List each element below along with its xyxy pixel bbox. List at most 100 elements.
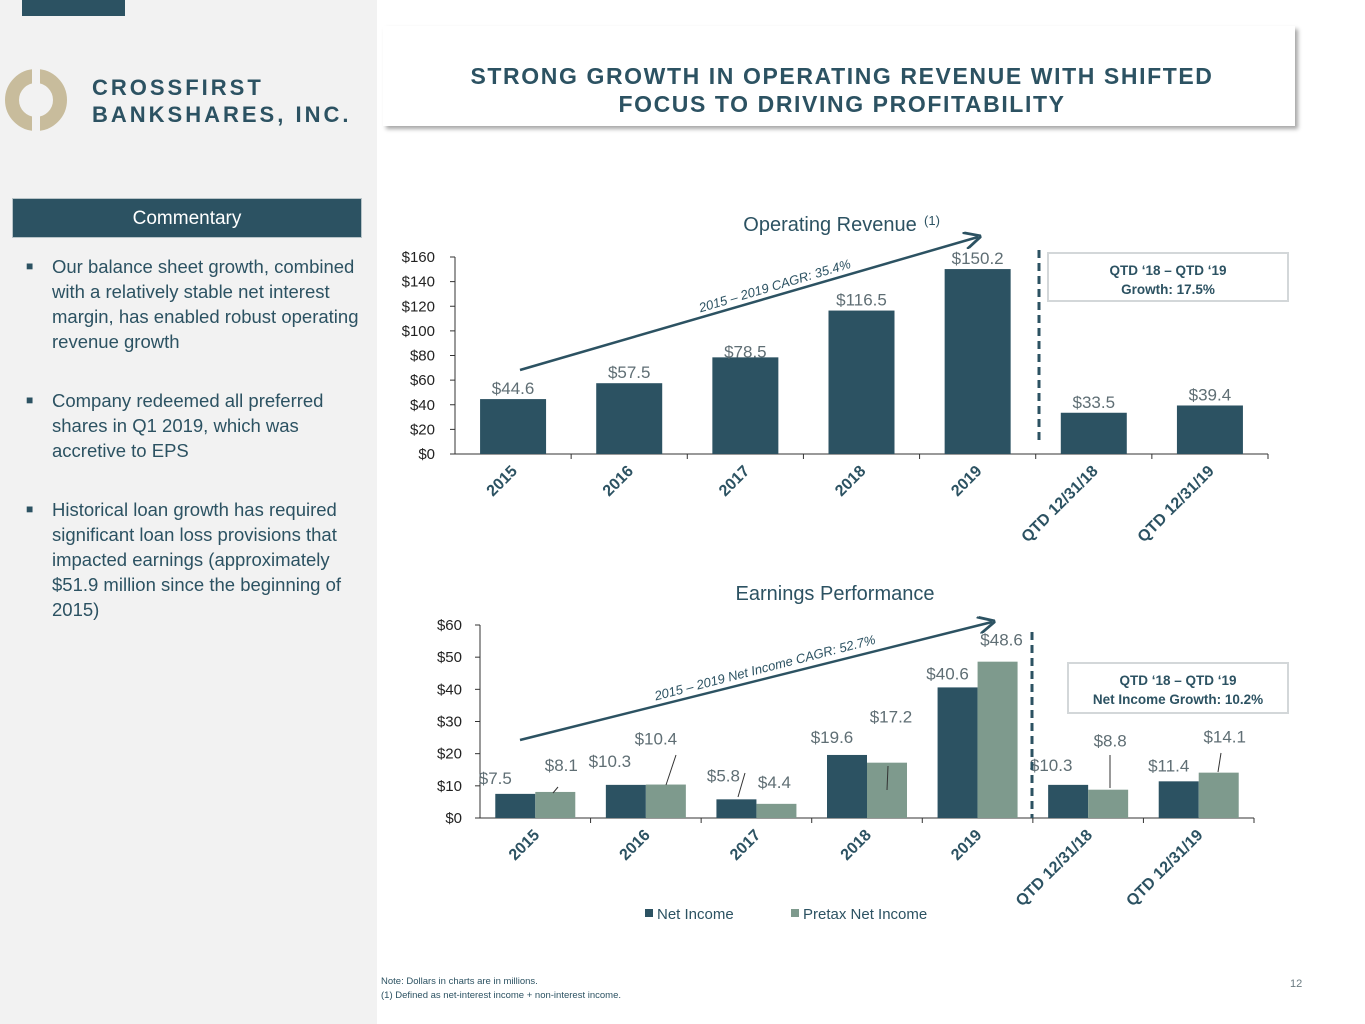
pretax-value-label: $48.6 (980, 631, 1023, 650)
net-income-bar (827, 754, 867, 818)
revenue-y-tick-label: $120 (402, 298, 435, 315)
net-income-value-label: $40.6 (926, 664, 969, 683)
commentary-header: Commentary (12, 198, 362, 238)
legend-net-income-swatch (645, 909, 653, 917)
revenue-y-tick-label: $20 (410, 421, 435, 438)
earnings-x-tick-label: QTD 12/31/18 (1013, 827, 1096, 910)
net-income-bar (1158, 781, 1199, 818)
label-leader-line (737, 772, 746, 798)
earnings-y-tick-label: $0 (445, 810, 462, 827)
revenue-bar (828, 310, 895, 454)
earnings-y-tick-label: $40 (437, 681, 462, 698)
net-income-bar (716, 799, 757, 818)
bullet-item: ■ Historical loan growth has required sig… (26, 497, 366, 622)
page-title: STRONG GROWTH IN OPERATING REVENUE WITH … (383, 62, 1301, 118)
net-income-value-label: $19.6 (811, 728, 854, 747)
label-leader-line (665, 754, 677, 786)
earnings-x-tick-label: 2019 (948, 827, 985, 864)
revenue-callout-line2: Growth: 17.5% (1121, 282, 1215, 297)
bullet-text: Our balance sheet growth, combined with … (52, 256, 359, 352)
label-leader-line (1217, 752, 1222, 773)
earnings-x-tick-label: 2017 (727, 827, 764, 864)
net-income-bar (937, 687, 978, 818)
revenue-bar (944, 269, 1011, 454)
revenue-x-tick-label: 2016 (600, 463, 637, 500)
earnings-callout-line2: Net Income Growth: 10.2% (1092, 692, 1264, 707)
left-panel (0, 0, 377, 1024)
revenue-cagr-label: 2015 – 2019 CAGR: 35.4% (696, 256, 852, 315)
revenue-y-tick-label: $60 (410, 372, 435, 389)
earnings-x-tick-label: 2016 (616, 827, 653, 864)
revenue-y-tick-label: $40 (410, 397, 435, 414)
earnings-y-tick-label: $20 (437, 746, 462, 763)
pretax-value-label: $10.4 (635, 730, 678, 749)
revenue-bar (1176, 405, 1243, 454)
pretax-value-label: $17.2 (870, 708, 913, 727)
pretax-value-label: $14.1 (1203, 728, 1246, 747)
bullet-item: ■ Company redeemed all preferred shares i… (26, 388, 366, 463)
footnote-definition: (1) Defined as net-interest income + non… (381, 990, 621, 1001)
net-income-bar (1048, 784, 1089, 818)
revenue-x-tick-label: QTD 12/31/18 (1019, 463, 1102, 546)
pretax-net-income-bar (1088, 789, 1129, 818)
net-income-value-label: $10.3 (1030, 756, 1073, 775)
revenue-value-label: $150.2 (952, 249, 1004, 268)
earnings-callout-box: QTD ‘18 – QTD ‘19 Net Income Growth: 10.… (1067, 662, 1289, 714)
company-line1: CROSSFIRST (92, 75, 264, 100)
footnote-note: Note: Dollars in charts are in millions. (381, 976, 538, 987)
revenue-x-tick-label: 2019 (948, 463, 985, 500)
revenue-callout-line1: QTD ‘18 – QTD ‘19 (1109, 263, 1227, 278)
revenue-bar (1060, 412, 1127, 454)
revenue-cagr-arrow (519, 237, 978, 372)
revenue-y-tick-label: $80 (410, 348, 435, 365)
revenue-bar (712, 357, 779, 454)
net-income-value-label: $7.5 (479, 769, 512, 788)
pretax-net-income-bar (977, 661, 1018, 818)
revenue-bar (596, 383, 663, 454)
revenue-chart-title: Operating Revenue (743, 214, 916, 236)
earnings-y-tick-label: $60 (437, 617, 462, 634)
bullet-icon: ■ (26, 502, 34, 516)
pretax-net-income-bar (1198, 772, 1239, 818)
revenue-value-label: $78.5 (724, 342, 767, 361)
title-line2: FOCUS TO DRIVING PROFITABILITY (618, 91, 1066, 117)
legend-pretax-swatch (791, 909, 799, 917)
bullet-text: Company redeemed all preferred shares in… (52, 390, 324, 461)
bullet-icon: ■ (26, 393, 34, 407)
pretax-value-label: $8.8 (1094, 732, 1127, 751)
revenue-y-tick-label: $100 (402, 323, 435, 340)
revenue-x-tick-label: QTD 12/31/19 (1135, 463, 1218, 546)
revenue-callout-box: QTD ‘18 – QTD ‘19 Growth: 17.5% (1047, 252, 1289, 302)
earnings-x-tick-label: 2015 (506, 827, 543, 864)
earnings-x-tick-label: QTD 12/31/19 (1123, 827, 1206, 910)
legend-net-income-label: Net Income (657, 906, 734, 923)
title-line1: STRONG GROWTH IN OPERATING REVENUE WITH … (470, 63, 1214, 89)
revenue-y-tick-label: $0 (418, 446, 435, 463)
net-income-value-label: $10.3 (589, 752, 632, 771)
title-box (383, 26, 1295, 126)
revenue-chart-title-sup: (1) (924, 213, 940, 228)
page-number: 12 (1290, 978, 1303, 990)
top-tab (22, 0, 125, 16)
earnings-callout-line1: QTD ‘18 – QTD ‘19 (1119, 673, 1237, 688)
revenue-value-label: $33.5 (1073, 393, 1116, 412)
company-line2: BANKSHARES, INC. (92, 102, 352, 127)
label-leader-line (552, 786, 559, 794)
revenue-y-tick-label: $140 (402, 274, 435, 291)
legend-pretax-label: Pretax Net Income (803, 906, 927, 923)
revenue-x-tick-label: 2015 (484, 463, 521, 500)
pretax-net-income-bar (645, 784, 686, 818)
earnings-y-tick-label: $10 (437, 778, 462, 795)
label-leader-line (886, 765, 889, 791)
bullet-icon: ■ (26, 259, 34, 273)
company-name: CROSSFIRST BANKSHARES, INC. (92, 74, 351, 128)
earnings-y-tick-label: $50 (437, 649, 462, 666)
earnings-chart-title: Earnings Performance (736, 583, 935, 605)
revenue-x-tick-label: 2017 (716, 463, 753, 500)
net-income-value-label: $11.4 (1148, 756, 1189, 775)
earnings-y-tick-label: $30 (437, 714, 462, 731)
earnings-cagr-label: 2015 – 2019 Net Income CAGR: 52.7% (652, 632, 877, 704)
earnings-x-tick-label: 2018 (838, 827, 875, 864)
bullet-text: Historical loan growth has required sign… (52, 499, 341, 620)
